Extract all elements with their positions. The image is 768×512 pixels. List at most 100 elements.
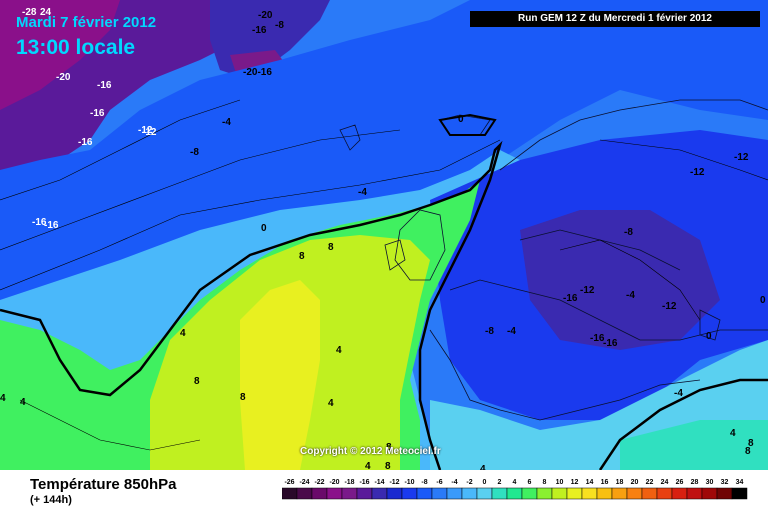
legend-footer: Température 850hPa (+ 144h) -26 -24 -22 -20… <box>0 470 768 512</box>
south-east-warm <box>620 420 768 470</box>
scale-tick-label: -4 <box>451 479 457 486</box>
scale-tick-label: -26 <box>284 479 294 486</box>
scale-tick-label: 32 <box>721 479 729 486</box>
contour-value-label: -4 <box>507 326 516 337</box>
cold-core-greenland-inner <box>0 0 120 110</box>
copyright-notice: Copyright © 2012 Meteociel.fr <box>300 446 441 457</box>
scale-color-swatch <box>311 487 328 500</box>
contour-value-label: -8 <box>624 227 633 238</box>
contour-value-label: -16 <box>603 338 618 349</box>
contour-value-label: 4 <box>730 428 736 439</box>
contour-value-label: -8 <box>485 326 494 337</box>
contour-value-label: -16 <box>563 293 578 304</box>
contour-value-label: -8 <box>190 147 199 158</box>
scale-color-swatch <box>521 487 538 500</box>
scale-tick-label: 24 <box>661 479 669 486</box>
contour-value-label: 0 <box>706 331 712 342</box>
scale-tick-label: 16 <box>601 479 609 486</box>
scale-tick-label: 22 <box>646 479 654 486</box>
scale-color-swatch <box>401 487 418 500</box>
color-scale: -26 -24 -22 -20 -18 -16 -14 -12 -10 -8 -6 -4 -2 0 2 4 6 8… <box>282 479 748 500</box>
scale-color-swatch <box>581 487 598 500</box>
scale-color-swatch <box>731 487 748 500</box>
contour-value-label: -16 <box>90 108 105 119</box>
isotherms <box>0 99 768 451</box>
scale-color-swatch <box>656 487 673 500</box>
scale-color-swatch <box>716 487 733 500</box>
contour-value-label: 8 <box>748 438 754 449</box>
scale-color-swatch <box>341 487 358 500</box>
scale-color-swatch <box>536 487 553 500</box>
scale-color-swatch <box>551 487 568 500</box>
scale-color-swatch <box>506 487 523 500</box>
contour-value-label: 0 <box>261 223 267 234</box>
scale-color-swatch <box>386 487 403 500</box>
europe-colder <box>520 210 720 350</box>
contour-value-label: 0 <box>458 114 464 125</box>
scale-tick-label: -10 <box>404 479 414 486</box>
contour-value-label: -16 <box>252 25 267 36</box>
scale-tick-label: 18 <box>616 479 624 486</box>
model-run-banner: Run GEM 12 Z du Mercredi 1 février 2012 <box>470 11 760 27</box>
scale-tick-label: 12 <box>571 479 579 486</box>
contour-value-label: -8 <box>275 20 284 31</box>
contour-value-label: -28 <box>22 7 37 18</box>
variable-title: Température 850hPa <box>30 476 177 493</box>
scale-tick-label: 8 <box>543 479 547 486</box>
contour-value-label: -12 <box>580 285 595 296</box>
contour-value-label: 4 <box>180 328 186 339</box>
contour-value-label: -16 <box>590 333 605 344</box>
scale-color-swatch <box>491 487 508 500</box>
contour-value-label: 8 <box>240 392 246 403</box>
scale-tick-label: 2 <box>498 479 502 486</box>
contour-value-label: -16 <box>44 220 59 231</box>
contour-value-label: -16 <box>78 137 93 148</box>
zero-isotherm <box>0 140 503 470</box>
contour-value-label: -12 <box>142 127 157 138</box>
scale-tick-label: 20 <box>631 479 639 486</box>
scale-color-swatch <box>282 487 298 500</box>
scale-color-swatch <box>296 487 313 500</box>
scale-color-swatch <box>416 487 433 500</box>
scale-color-swatch <box>686 487 703 500</box>
forecast-date: Mardi 7 février 2012 <box>16 14 157 31</box>
contour-value-label: 8 <box>385 461 391 472</box>
contour-value-label: -12 <box>690 167 705 178</box>
scale-tick-label: -2 <box>466 479 472 486</box>
temperature-map <box>0 0 768 470</box>
contour-value-label: 24 <box>40 7 52 18</box>
contour-value-label: -16 <box>97 80 112 91</box>
contour-value-label: 4 <box>20 397 26 408</box>
contour-value-label: 4 <box>480 465 486 475</box>
scale-color-swatch <box>371 487 388 500</box>
contour-value-label: -20 <box>56 72 71 83</box>
scale-color-swatch <box>701 487 718 500</box>
scale-color-swatch <box>626 487 643 500</box>
scale-color-swatch <box>326 487 343 500</box>
scale-tick-label: -24 <box>299 479 309 486</box>
scale-tick-label: -22 <box>314 479 324 486</box>
contour-value-label: 4 <box>328 398 334 409</box>
contour-value-label: -4 <box>674 388 683 399</box>
scale-color-swatch <box>461 487 478 500</box>
contour-value-label: -4 <box>358 187 367 198</box>
scale-tick-label: -14 <box>374 479 384 486</box>
scale-color-swatch <box>356 487 373 500</box>
scale-color-swatch <box>671 487 688 500</box>
contour-value-label: -4 <box>222 117 231 128</box>
contour-value-label: 8 <box>328 242 334 253</box>
scale-tick-label: 14 <box>586 479 594 486</box>
scale-color-swatch <box>596 487 613 500</box>
contour-value-label: -4 <box>626 290 635 301</box>
scale-tick-label: 28 <box>691 479 699 486</box>
contour-value-label: -20 <box>258 10 273 21</box>
forecast-lead-time: (+ 144h) <box>30 494 72 506</box>
scale-color-swatch <box>476 487 493 500</box>
contour-value-label: 4 <box>365 461 371 472</box>
scale-tick-label: -20 <box>329 479 339 486</box>
zero-isotherm-south <box>598 378 768 470</box>
scale-color-swatch <box>431 487 448 500</box>
scale-tick-label: 0 <box>483 479 487 486</box>
scale-tick-label: -8 <box>421 479 427 486</box>
